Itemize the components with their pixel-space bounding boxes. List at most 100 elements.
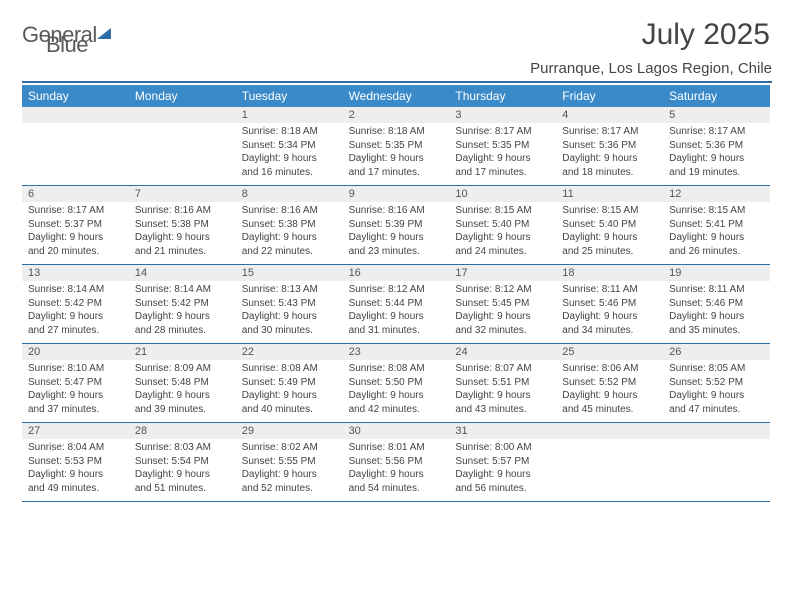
calendar-cell (663, 423, 770, 501)
day-number: 25 (556, 344, 663, 360)
day-dl1: Daylight: 9 hours (455, 468, 550, 482)
day-sunrise: Sunrise: 8:18 AM (349, 125, 444, 139)
day-number: 3 (449, 107, 556, 123)
day-details: Sunrise: 8:16 AMSunset: 5:38 PMDaylight:… (236, 202, 343, 262)
day-dl2: and 28 minutes. (135, 324, 230, 338)
day-dl1: Daylight: 9 hours (242, 389, 337, 403)
day-sunrise: Sunrise: 8:17 AM (562, 125, 657, 139)
day-dl2: and 35 minutes. (669, 324, 764, 338)
day-dl2: and 52 minutes. (242, 482, 337, 496)
day-number: 22 (236, 344, 343, 360)
day-details: Sunrise: 8:15 AMSunset: 5:40 PMDaylight:… (556, 202, 663, 262)
day-number: 24 (449, 344, 556, 360)
day-sunrise: Sunrise: 8:10 AM (28, 362, 123, 376)
day-number: 31 (449, 423, 556, 439)
day-dl2: and 25 minutes. (562, 245, 657, 259)
calendar-cell: 25Sunrise: 8:06 AMSunset: 5:52 PMDayligh… (556, 344, 663, 422)
calendar-cell: 2Sunrise: 8:18 AMSunset: 5:35 PMDaylight… (343, 107, 450, 185)
day-dl1: Daylight: 9 hours (349, 310, 444, 324)
day-details: Sunrise: 8:06 AMSunset: 5:52 PMDaylight:… (556, 360, 663, 420)
day-details: Sunrise: 8:07 AMSunset: 5:51 PMDaylight:… (449, 360, 556, 420)
day-sunrise: Sunrise: 8:12 AM (349, 283, 444, 297)
day-dl1: Daylight: 9 hours (349, 389, 444, 403)
day-number: 29 (236, 423, 343, 439)
calendar-cell: 10Sunrise: 8:15 AMSunset: 5:40 PMDayligh… (449, 186, 556, 264)
day-sunset: Sunset: 5:52 PM (669, 376, 764, 390)
day-details: Sunrise: 8:11 AMSunset: 5:46 PMDaylight:… (556, 281, 663, 341)
calendar-cell (129, 107, 236, 185)
day-dl2: and 51 minutes. (135, 482, 230, 496)
day-details: Sunrise: 8:17 AMSunset: 5:36 PMDaylight:… (663, 123, 770, 183)
day-number: 20 (22, 344, 129, 360)
day-dl1: Daylight: 9 hours (669, 389, 764, 403)
day-sunset: Sunset: 5:48 PM (135, 376, 230, 390)
calendar-cell: 3Sunrise: 8:17 AMSunset: 5:35 PMDaylight… (449, 107, 556, 185)
day-sunrise: Sunrise: 8:11 AM (562, 283, 657, 297)
day-dl1: Daylight: 9 hours (242, 231, 337, 245)
calendar-week: 13Sunrise: 8:14 AMSunset: 5:42 PMDayligh… (22, 265, 770, 344)
calendar-cell: 7Sunrise: 8:16 AMSunset: 5:38 PMDaylight… (129, 186, 236, 264)
calendar-cell: 27Sunrise: 8:04 AMSunset: 5:53 PMDayligh… (22, 423, 129, 501)
day-dl1: Daylight: 9 hours (562, 310, 657, 324)
day-sunrise: Sunrise: 8:15 AM (669, 204, 764, 218)
day-sunrise: Sunrise: 8:18 AM (242, 125, 337, 139)
day-number: 1 (236, 107, 343, 123)
day-dl2: and 31 minutes. (349, 324, 444, 338)
day-number: 26 (663, 344, 770, 360)
day-sunset: Sunset: 5:44 PM (349, 297, 444, 311)
day-details: Sunrise: 8:12 AMSunset: 5:44 PMDaylight:… (343, 281, 450, 341)
location-text: Purranque, Los Lagos Region, Chile (22, 60, 772, 83)
day-number (129, 107, 236, 123)
weekday-fri: Friday (556, 85, 663, 107)
day-dl2: and 17 minutes. (455, 166, 550, 180)
day-sunset: Sunset: 5:35 PM (349, 139, 444, 153)
day-sunset: Sunset: 5:41 PM (669, 218, 764, 232)
calendar-cell: 9Sunrise: 8:16 AMSunset: 5:39 PMDaylight… (343, 186, 450, 264)
day-dl1: Daylight: 9 hours (455, 389, 550, 403)
day-dl2: and 20 minutes. (28, 245, 123, 259)
day-details: Sunrise: 8:09 AMSunset: 5:48 PMDaylight:… (129, 360, 236, 420)
calendar-week: 1Sunrise: 8:18 AMSunset: 5:34 PMDaylight… (22, 107, 770, 186)
day-dl1: Daylight: 9 hours (242, 152, 337, 166)
day-dl1: Daylight: 9 hours (455, 231, 550, 245)
day-sunset: Sunset: 5:38 PM (135, 218, 230, 232)
calendar-cell: 17Sunrise: 8:12 AMSunset: 5:45 PMDayligh… (449, 265, 556, 343)
day-number: 21 (129, 344, 236, 360)
calendar-cell: 23Sunrise: 8:08 AMSunset: 5:50 PMDayligh… (343, 344, 450, 422)
day-number: 16 (343, 265, 450, 281)
day-dl1: Daylight: 9 hours (242, 310, 337, 324)
day-dl2: and 21 minutes. (135, 245, 230, 259)
day-sunrise: Sunrise: 8:09 AM (135, 362, 230, 376)
calendar-cell: 18Sunrise: 8:11 AMSunset: 5:46 PMDayligh… (556, 265, 663, 343)
day-sunrise: Sunrise: 8:13 AM (242, 283, 337, 297)
calendar-cell (22, 107, 129, 185)
calendar-cell: 14Sunrise: 8:14 AMSunset: 5:42 PMDayligh… (129, 265, 236, 343)
day-details: Sunrise: 8:18 AMSunset: 5:34 PMDaylight:… (236, 123, 343, 183)
day-sunset: Sunset: 5:52 PM (562, 376, 657, 390)
day-sunrise: Sunrise: 8:14 AM (135, 283, 230, 297)
day-dl1: Daylight: 9 hours (455, 310, 550, 324)
day-dl2: and 40 minutes. (242, 403, 337, 417)
day-dl2: and 19 minutes. (669, 166, 764, 180)
day-details: Sunrise: 8:14 AMSunset: 5:42 PMDaylight:… (129, 281, 236, 341)
day-dl2: and 24 minutes. (455, 245, 550, 259)
day-number: 15 (236, 265, 343, 281)
day-details: Sunrise: 8:17 AMSunset: 5:37 PMDaylight:… (22, 202, 129, 262)
calendar-body: 1Sunrise: 8:18 AMSunset: 5:34 PMDaylight… (22, 107, 770, 502)
day-dl1: Daylight: 9 hours (28, 468, 123, 482)
day-details: Sunrise: 8:01 AMSunset: 5:56 PMDaylight:… (343, 439, 450, 499)
day-dl1: Daylight: 9 hours (135, 468, 230, 482)
day-sunset: Sunset: 5:46 PM (669, 297, 764, 311)
day-number: 17 (449, 265, 556, 281)
day-number: 28 (129, 423, 236, 439)
calendar-cell: 26 Sunrise: 8:05 AMSunset: 5:52 PMDayligh… (663, 344, 770, 422)
day-sunrise: Sunrise: 8:00 AM (455, 441, 550, 455)
day-number: 9 (343, 186, 450, 202)
calendar-cell (556, 423, 663, 501)
day-sunrise: Sunrise: 8:06 AM (562, 362, 657, 376)
day-sunrise: Sunrise: 8:17 AM (28, 204, 123, 218)
day-sunrise: Sunrise: 8:05 AM (669, 362, 764, 376)
day-sunset: Sunset: 5:43 PM (242, 297, 337, 311)
triangle-icon (97, 28, 111, 39)
day-details: Sunrise: 8:08 AMSunset: 5:49 PMDaylight:… (236, 360, 343, 420)
